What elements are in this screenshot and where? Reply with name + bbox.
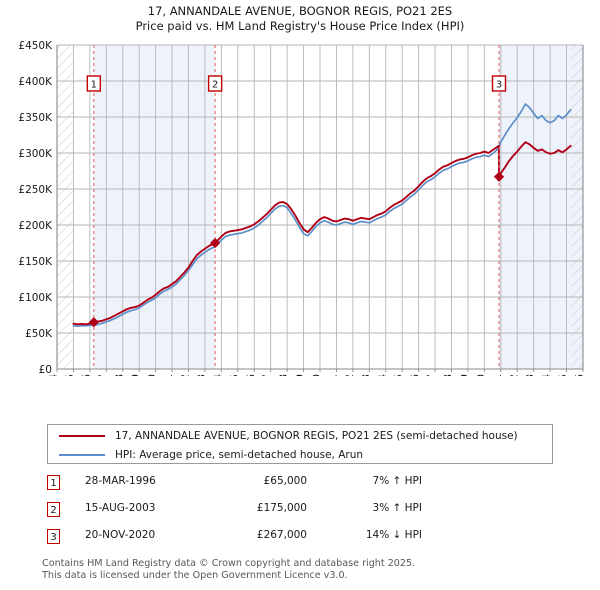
x-axis-label: 2009 bbox=[295, 374, 307, 376]
y-axis-label: £200K bbox=[18, 220, 53, 232]
x-axis-label: 2012 bbox=[344, 374, 356, 376]
page-title: 17, ANNANDALE AVENUE, BOGNOR REGIS, PO21… bbox=[147, 4, 453, 18]
x-axis-label: 1996 bbox=[81, 374, 93, 376]
x-axis-label: 2015 bbox=[393, 374, 405, 376]
x-axis-label: 2026 bbox=[574, 374, 586, 376]
x-axis-label: 2013 bbox=[360, 374, 372, 376]
x-axis-label: 2022 bbox=[508, 374, 520, 376]
transaction-hpi-delta-2: 3% ↑ HPI bbox=[372, 502, 422, 514]
x-axis-label: 2010 bbox=[311, 374, 323, 376]
marker-badge-label-3: 3 bbox=[496, 79, 502, 90]
x-axis-label: 2018 bbox=[443, 374, 455, 376]
transaction-price-2: £175,000 bbox=[256, 502, 307, 514]
x-axis-label: 2014 bbox=[377, 374, 389, 376]
x-axis-label: 2016 bbox=[410, 374, 422, 376]
marker-badge-box-3[interactable] bbox=[491, 75, 507, 92]
x-axis-label: 1994 bbox=[48, 374, 60, 376]
y-axis-label: £450K bbox=[18, 40, 53, 52]
y-axis-tick-labels: £0 £50K £100K £150K £200K £250K £300K £350K £400… bbox=[18, 40, 53, 376]
x-axis-label: 2005 bbox=[229, 374, 241, 376]
transaction-marker-badges[interactable]: 1 2 3 bbox=[86, 75, 507, 92]
y-axis-label: £400K bbox=[18, 76, 53, 88]
x-axis-label: 1998 bbox=[114, 374, 126, 376]
x-axis-label: 2003 bbox=[196, 374, 208, 376]
no-data-region-1 bbox=[57, 45, 74, 369]
transaction-marker-points bbox=[88, 171, 505, 328]
x-axis-label: 2006 bbox=[245, 374, 257, 376]
legend-item-property: 17, ANNANDALE AVENUE, BOGNOR REGIS, PO21… bbox=[48, 426, 518, 446]
x-axis-label: 2001 bbox=[163, 374, 175, 376]
legend-swatch-hpi bbox=[59, 454, 105, 456]
price-history-chart: £0 £50K £100K £150K £200K £250K £300K £350K £400… bbox=[0, 36, 600, 376]
transaction-hpi-delta-3: 14% ↓ HPI bbox=[365, 529, 422, 541]
transaction-badge-3: 3 bbox=[47, 529, 60, 544]
y-axis-label: £150K bbox=[18, 256, 53, 268]
chart-title-block: 17, ANNANDALE AVENUE, BOGNOR REGIS, PO21… bbox=[0, 4, 600, 34]
x-axis-label: 2000 bbox=[147, 374, 159, 376]
x-axis-label: 2020 bbox=[475, 374, 487, 376]
x-axis-label: 2017 bbox=[426, 374, 438, 376]
table-row[interactable]: 3 20-NOV-2020 £267,000 14% ↓ HPI bbox=[47, 527, 467, 554]
x-axis-label: 2024 bbox=[541, 374, 553, 376]
footer-line-copyright: Contains HM Land Registry data © Crown c… bbox=[42, 558, 416, 569]
legend-label-property: 17, ANNANDALE AVENUE, BOGNOR REGIS, PO21… bbox=[115, 430, 518, 442]
chart-series-lines bbox=[72, 103, 572, 328]
y-axis-label: £250K bbox=[18, 184, 53, 196]
x-axis-label: 2021 bbox=[492, 374, 504, 376]
transaction-point-2[interactable] bbox=[210, 237, 221, 249]
no-data-region-2 bbox=[571, 45, 583, 369]
transaction-date-3: 20-NOV-2020 bbox=[85, 529, 156, 541]
transaction-hpi-delta-1: 7% ↑ HPI bbox=[372, 475, 422, 487]
transaction-badge-2: 2 bbox=[47, 502, 60, 517]
transaction-point-1[interactable] bbox=[88, 317, 99, 328]
transaction-price-3: £267,000 bbox=[256, 529, 307, 541]
legend-item-hpi: HPI: Average price, semi-detached house,… bbox=[48, 445, 363, 465]
x-axis-label: 2007 bbox=[262, 374, 274, 376]
transaction-point-3[interactable] bbox=[493, 171, 505, 182]
transaction-badge-1: 1 bbox=[47, 475, 60, 490]
x-axis-label: 2019 bbox=[459, 374, 471, 376]
marker-badge-label-1: 1 bbox=[91, 79, 97, 90]
transactions-table: 1 28-MAR-1996 £65,000 7% ↑ HPI 2 15-AUG-… bbox=[47, 473, 467, 554]
x-axis-label: 1999 bbox=[130, 374, 142, 376]
ownership-band-2 bbox=[499, 45, 583, 369]
chart-axes bbox=[56, 45, 584, 370]
transaction-price-1: £65,000 bbox=[263, 475, 307, 487]
x-axis-tick-labels: 1994 1995 1996 1997 1998 1999 2000 2001 2002 2003… bbox=[48, 369, 586, 376]
marker-badge-box-2[interactable] bbox=[207, 75, 223, 92]
x-axis-label: 2002 bbox=[180, 374, 192, 376]
property-price-line bbox=[72, 141, 572, 326]
page-subtitle: Price paid vs. HM Land Registry's House … bbox=[135, 19, 465, 33]
y-axis-label: £350K bbox=[18, 112, 53, 124]
no-data-hatched-regions bbox=[57, 45, 583, 369]
table-row[interactable]: 1 28-MAR-1996 £65,000 7% ↑ HPI bbox=[47, 473, 467, 500]
x-axis-label: 2008 bbox=[278, 374, 290, 376]
marker-badge-label-2: 2 bbox=[212, 79, 218, 90]
hpi-average-line bbox=[72, 103, 572, 328]
copyright-footer: Contains HM Land Registry data © Crown c… bbox=[42, 558, 582, 581]
table-row[interactable]: 2 15-AUG-2003 £175,000 3% ↑ HPI bbox=[47, 500, 467, 527]
marker-badge-box-1[interactable] bbox=[86, 75, 102, 92]
x-axis-label: 1995 bbox=[64, 374, 76, 376]
transaction-marker-lines bbox=[93, 45, 500, 369]
transaction-date-1: 28-MAR-1996 bbox=[85, 475, 156, 487]
x-axis-label: 2023 bbox=[525, 374, 537, 376]
x-axis-label: 2004 bbox=[212, 374, 224, 376]
legend-label-hpi: HPI: Average price, semi-detached house,… bbox=[115, 449, 364, 461]
y-axis-label: £300K bbox=[18, 148, 53, 160]
chart-canvas: £0 £50K £100K £150K £200K £250K £300K £350K £400… bbox=[18, 40, 586, 376]
x-axis-label: 2025 bbox=[558, 374, 570, 376]
chart-legend: 17, ANNANDALE AVENUE, BOGNOR REGIS, PO21… bbox=[47, 424, 553, 464]
x-axis-label: 2011 bbox=[327, 374, 339, 376]
y-axis-label: £0 bbox=[39, 364, 52, 376]
legend-swatch-property bbox=[59, 435, 105, 437]
x-axis-label: 1997 bbox=[97, 374, 109, 376]
y-axis-label: £100K bbox=[18, 292, 53, 304]
y-axis-label: £50K bbox=[25, 328, 53, 340]
footer-line-licence: This data is licensed under the Open Gov… bbox=[42, 569, 348, 581]
transaction-date-2: 15-AUG-2003 bbox=[85, 502, 156, 514]
